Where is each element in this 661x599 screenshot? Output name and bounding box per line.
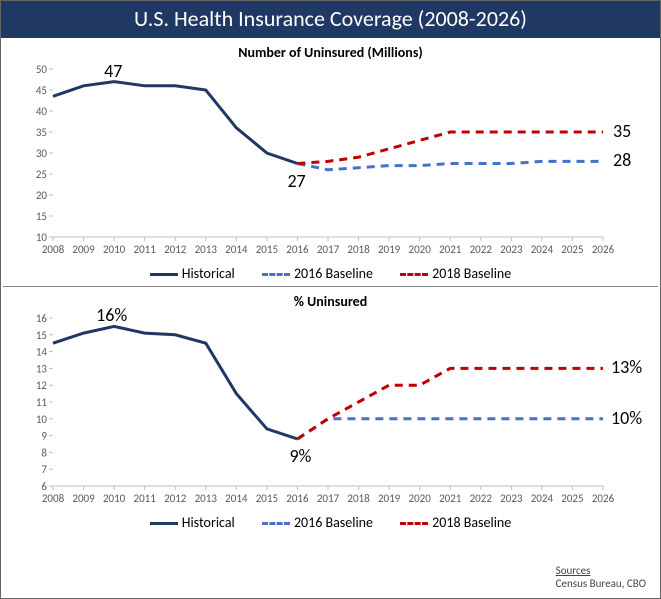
chart-svg: 1015202530354045502008200920102011201220…: [21, 61, 641, 261]
legend-label-historical: Historical: [182, 265, 235, 282]
annotation-peak: 47: [104, 60, 122, 82]
chart2-legend: Historical 2016 Baseline 2018 Baseline: [1, 514, 660, 531]
legend2-swatch-2018: [400, 522, 428, 525]
series-historical: [53, 82, 297, 164]
series-baseline2018: [297, 132, 603, 164]
svg-text:2020: 2020: [409, 492, 432, 505]
svg-text:9: 9: [41, 430, 47, 443]
svg-text:2011: 2011: [134, 492, 157, 505]
svg-text:2015: 2015: [256, 243, 278, 256]
svg-text:12: 12: [36, 379, 48, 392]
svg-text:2018: 2018: [347, 243, 370, 256]
page-title: U.S. Health Insurance Coverage (2008-202…: [1, 1, 660, 38]
svg-text:2013: 2013: [195, 243, 218, 256]
svg-text:2026: 2026: [592, 243, 615, 256]
svg-text:2012: 2012: [164, 243, 187, 256]
svg-text:2012: 2012: [164, 492, 187, 505]
svg-text:2014: 2014: [225, 243, 248, 256]
svg-text:2023: 2023: [500, 492, 523, 505]
svg-text:7: 7: [41, 463, 47, 476]
svg-text:30: 30: [36, 147, 48, 160]
svg-text:2017: 2017: [317, 243, 340, 256]
legend2-label-2018: 2018 Baseline: [432, 514, 511, 531]
svg-text:8: 8: [41, 446, 47, 459]
legend2-swatch-historical: [150, 522, 178, 525]
legend2-label-historical: Historical: [182, 514, 235, 531]
svg-text:2010: 2010: [103, 492, 126, 505]
annotation-peak: 16%: [96, 304, 127, 326]
svg-text:2016: 2016: [286, 243, 309, 256]
svg-text:14: 14: [36, 346, 48, 359]
annotation-end16: 10%: [611, 407, 642, 429]
svg-text:2016: 2016: [286, 492, 309, 505]
legend-swatch-historical: [150, 273, 178, 276]
sources-text: Census Bureau, CBO: [556, 577, 646, 590]
annotation-end18: 35: [613, 120, 631, 142]
legend-label-2018: 2018 Baseline: [432, 265, 511, 282]
legend-swatch-2018: [400, 273, 428, 276]
svg-text:15: 15: [36, 210, 47, 223]
svg-text:50: 50: [36, 63, 48, 76]
svg-text:2022: 2022: [470, 492, 493, 505]
svg-text:2010: 2010: [103, 243, 126, 256]
svg-text:11: 11: [36, 396, 48, 409]
svg-text:2025: 2025: [561, 492, 583, 505]
legend-label-2016: 2016 Baseline: [294, 265, 373, 282]
svg-text:2023: 2023: [500, 243, 523, 256]
svg-text:2020: 2020: [409, 243, 432, 256]
svg-text:2021: 2021: [439, 492, 462, 505]
annotation-end18: 13%: [611, 356, 642, 378]
svg-text:2025: 2025: [561, 243, 583, 256]
svg-text:40: 40: [36, 105, 48, 118]
chart1-title: Number of Uninsured (Millions): [1, 44, 660, 61]
legend2-swatch-2016: [262, 522, 290, 525]
series-baseline2018: [297, 368, 603, 439]
svg-text:2013: 2013: [195, 492, 218, 505]
chart1-area: 1015202530354045502008200920102011201220…: [21, 61, 641, 261]
svg-text:2015: 2015: [256, 492, 278, 505]
svg-text:35: 35: [36, 126, 47, 139]
legend2-label-2016: 2016 Baseline: [294, 514, 373, 531]
divider: [3, 286, 658, 287]
svg-text:10: 10: [36, 413, 48, 426]
svg-text:2014: 2014: [225, 492, 248, 505]
annotation-end16: 28: [613, 149, 631, 171]
svg-text:2017: 2017: [317, 492, 340, 505]
svg-text:2024: 2024: [531, 243, 554, 256]
series-historical: [53, 326, 297, 439]
svg-text:13: 13: [36, 362, 48, 375]
svg-text:2022: 2022: [470, 243, 493, 256]
svg-text:2019: 2019: [378, 492, 401, 505]
svg-text:2026: 2026: [592, 492, 615, 505]
sources-heading: Sources: [556, 564, 646, 577]
svg-text:20: 20: [36, 189, 48, 202]
svg-text:15: 15: [36, 329, 47, 342]
annotation-low: 9%: [289, 445, 311, 467]
chart1-legend: Historical 2016 Baseline 2018 Baseline: [1, 265, 660, 282]
sources-block: Sources Census Bureau, CBO: [556, 564, 646, 590]
legend-swatch-2016: [262, 273, 290, 276]
annotation-low: 27: [287, 170, 305, 192]
svg-text:2018: 2018: [347, 492, 370, 505]
chart2-area: 6789101112131415162008200920102011201220…: [21, 310, 641, 510]
svg-text:2008: 2008: [42, 243, 65, 256]
series-baseline2016: [297, 419, 603, 439]
chart-svg: 6789101112131415162008200920102011201220…: [21, 310, 641, 510]
svg-text:2009: 2009: [72, 492, 95, 505]
svg-text:2011: 2011: [134, 243, 157, 256]
svg-text:25: 25: [36, 168, 47, 181]
svg-text:2008: 2008: [42, 492, 65, 505]
svg-text:16: 16: [36, 312, 48, 325]
svg-text:2009: 2009: [72, 243, 95, 256]
svg-text:45: 45: [36, 84, 47, 97]
svg-text:2024: 2024: [531, 492, 554, 505]
svg-text:2019: 2019: [378, 243, 401, 256]
series-baseline2016: [297, 161, 603, 169]
svg-text:2021: 2021: [439, 243, 462, 256]
